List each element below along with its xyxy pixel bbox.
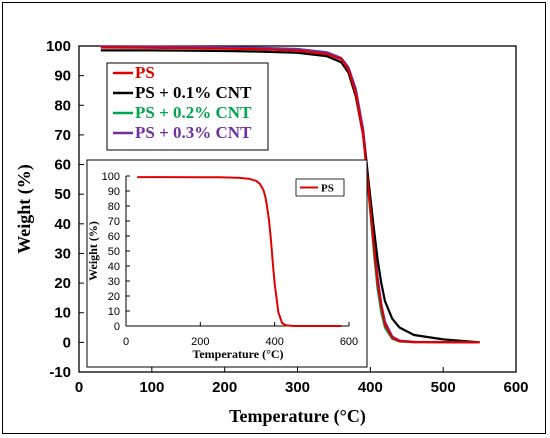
inset-x-tick-label: 0 — [123, 336, 129, 348]
legend-label-ps-0-1-cnt: PS + 0.1% CNT — [135, 83, 252, 102]
x-tick-label: 600 — [503, 379, 528, 396]
y-tick-label: 20 — [54, 275, 71, 292]
y-tick-label: 100 — [46, 38, 71, 55]
y-tick-label: 30 — [54, 245, 71, 262]
y-axis-title: Weight (%) — [14, 164, 35, 254]
x-tick-label: 300 — [285, 379, 310, 396]
inset-y-tick-label: 70 — [108, 216, 120, 228]
inset-y-tick-label: 60 — [108, 231, 120, 243]
inset-y-tick-label: 30 — [108, 276, 120, 288]
x-tick-label: 400 — [358, 379, 383, 396]
y-tick-label: 10 — [54, 305, 71, 322]
inset-y-axis-title: Weight (%) — [86, 221, 100, 281]
inset-y-tick-label: 100 — [102, 171, 120, 183]
y-tick-label: 50 — [54, 186, 71, 203]
y-tick-label: 70 — [54, 127, 71, 144]
inset-x-tick-label: 200 — [191, 336, 209, 348]
inset-x-axis-title: Temperature (°C) — [192, 347, 283, 361]
inset-y-tick-label: 80 — [108, 201, 120, 213]
legend-box — [106, 62, 269, 151]
y-tick-label: 60 — [54, 157, 71, 174]
x-tick-label: 500 — [431, 379, 456, 396]
main-plot: 0 100 200 300 400 500 600-10010203040506070809… — [14, 38, 529, 427]
inset-y-tick-label: 20 — [108, 291, 120, 303]
x-tick-label: 200 — [212, 379, 237, 396]
inset-y-tick-label: 40 — [108, 261, 120, 273]
inset-series-line-ps — [137, 176, 342, 327]
y-tick-label: 80 — [54, 97, 71, 114]
inset-y-tick-label: 0 — [114, 321, 120, 333]
inset-y-tick-label: 10 — [108, 306, 120, 318]
inset-x-tick-label: 600 — [340, 336, 358, 348]
series-line-ps — [100, 46, 480, 344]
x-tick-label: 0 — [75, 379, 83, 396]
y-tick-label: -10 — [49, 364, 71, 381]
x-tick-label: 100 — [139, 379, 164, 396]
inset-legend-box — [295, 178, 345, 197]
inset-plot: 0 200 400 600 0 10 20 30 40 50 60 70 80 90 100 Temperat… — [86, 159, 368, 368]
y-tick-label: 0 — [63, 334, 71, 351]
legend-label-ps: PS — [135, 63, 155, 82]
legend-label-ps-0-3-cnt: PS + 0.3% CNT — [135, 123, 252, 142]
y-tick-label: 90 — [54, 68, 71, 85]
inset-legend-label-ps: PS — [321, 183, 334, 195]
y-tick-label: 40 — [54, 216, 71, 233]
inset-x-tick-label: 400 — [265, 336, 283, 348]
x-axis-title: Temperature (°C) — [229, 406, 366, 427]
legend-label-ps-0-2-cnt: PS + 0.2% CNT — [135, 103, 252, 122]
inset-y-tick-label: 50 — [108, 246, 120, 258]
inset-y-tick-label: 90 — [108, 186, 120, 198]
